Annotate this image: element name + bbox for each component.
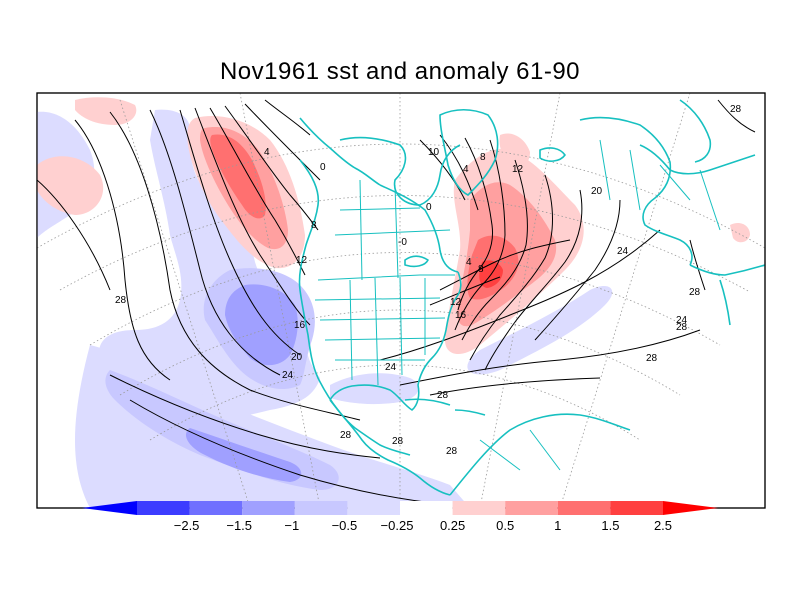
colorbar-swatch [557, 501, 611, 515]
colorbar-swatch [452, 501, 506, 515]
contour-label-gulf-28b: 28 [392, 436, 404, 447]
colorbar-swatch [294, 501, 348, 515]
contour-label-24: 24 [282, 370, 294, 381]
colorbar-swatch [610, 501, 663, 515]
colorbar-arrow-high [663, 501, 718, 515]
contour-label-20: 20 [291, 352, 303, 363]
colorbar-swatch [400, 501, 453, 515]
contour-label-atl-28b: 28 [646, 353, 658, 364]
colorbar-swatch [137, 501, 190, 515]
projection-domain [37, 97, 750, 508]
anomaly-positive-west-pacific [37, 156, 104, 215]
colorbar: −2.5 −1.5 −1 −0.5 −0.25 0.25 0.5 1 1.5 2.5 [82, 501, 718, 533]
anomaly-positive-north-pacific-strong [210, 134, 266, 219]
contour-label-atl-20: 20 [591, 186, 603, 197]
colorbar-swatch [347, 501, 400, 515]
contour-label-atl-28c: 28 [437, 390, 449, 401]
colorbar-tick-label: 0.25 [440, 518, 465, 533]
contour-label-0: 0 [320, 162, 326, 173]
colorbar-swatch [189, 501, 243, 515]
contour-label-12: 12 [296, 255, 308, 266]
contour-label-atl-16: 16 [455, 310, 467, 321]
coastlines [298, 99, 765, 496]
anomaly-positive-canary [730, 223, 750, 243]
contour-label-atl-8: 8 [480, 152, 486, 163]
graticule [37, 93, 765, 508]
colorbar-tick-label: −1 [284, 518, 299, 533]
contour-label-atl-12b: 12 [450, 297, 462, 308]
contour-label-atl-neg0: -0 [398, 237, 407, 248]
contour-label-gulf-28c: 28 [446, 446, 458, 457]
anomaly-negative-subtropical-band [75, 345, 470, 508]
contour-label-gulf-24: 24 [385, 362, 397, 373]
contour-label-atl-10: 10 [428, 147, 440, 158]
colorbar-tick-label: −2.5 [174, 518, 200, 533]
map-title: Nov1961 sst and anomaly 61-90 [219, 58, 581, 85]
contour-label-atl-8b: 8 [478, 264, 484, 275]
contour-label-atl-28: 28 [689, 287, 701, 298]
contour-label-16: 16 [294, 320, 306, 331]
colorbar-tick-label: −1.5 [226, 518, 252, 533]
colorbar-tick-label: 2.5 [654, 518, 672, 533]
contour-label-atl-24: 24 [617, 246, 629, 257]
contour-label-atl-28-ne: 28 [730, 104, 742, 115]
colorbar-swatch [505, 501, 558, 515]
contour-label-atl-4b: 4 [466, 257, 472, 268]
political-borders [314, 139, 721, 471]
colorbar-arrow-low [82, 501, 137, 515]
contour-label-8: 8 [311, 220, 317, 231]
contour-label-gulf-28d: 28 [676, 322, 688, 333]
colorbar-tick-label: 1 [554, 518, 561, 533]
anomaly-positive-labrador [499, 133, 530, 167]
contour-label-atl-24b: 24 [676, 315, 688, 326]
colorbar-tick-label: 0.5 [496, 518, 514, 533]
anomaly-negative-atlantic-band [467, 285, 613, 375]
contour-label-gulf-28a: 28 [340, 430, 352, 441]
contour-labels: 4 0 8 12 16 20 24 28 10 4 8 12 0 -0 4 8 … [115, 104, 742, 457]
colorbar-tick-label: 1.5 [601, 518, 619, 533]
contour-label-4: 4 [264, 147, 270, 158]
colorbar-swatch [242, 501, 295, 515]
contour-label-atl-12: 12 [512, 164, 524, 175]
contour-label-atl-4: 4 [463, 164, 469, 175]
colorbar-tick-label: −0.25 [381, 518, 414, 533]
colorbar-tick-label: −0.5 [332, 518, 358, 533]
contour-label-atl-0: 0 [426, 202, 432, 213]
sst-contours [37, 99, 756, 506]
contour-label-28-west: 28 [115, 295, 127, 306]
anomaly-negative-pacific-strong [225, 284, 298, 366]
